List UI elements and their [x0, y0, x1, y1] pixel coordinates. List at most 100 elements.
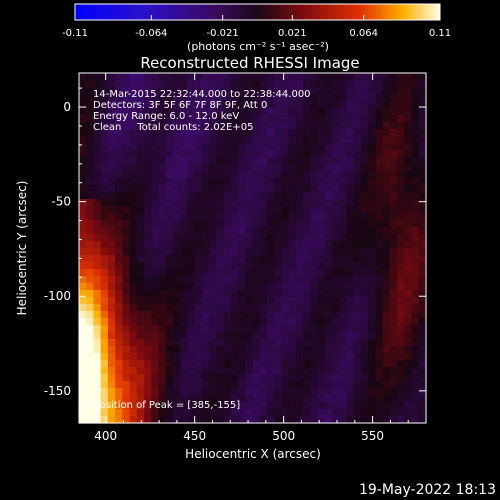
heatmap-cell — [324, 199, 333, 207]
x-axis-label: Heliocentric X (arcsec) — [185, 447, 321, 461]
heatmap-cell — [288, 171, 297, 179]
heatmap-cell — [274, 353, 283, 361]
heatmap-cell — [332, 262, 340, 270]
heatmap-cell — [404, 143, 413, 151]
heatmap-cell — [360, 416, 369, 424]
heatmap-cell — [310, 136, 319, 144]
heatmap-cell — [230, 108, 239, 116]
heatmap-cell — [180, 94, 189, 102]
heatmap-cell — [151, 199, 160, 207]
heatmap-cell — [245, 402, 254, 410]
heatmap-cell — [144, 360, 152, 368]
heatmap-cell — [151, 388, 160, 396]
heatmap-cell — [165, 227, 174, 235]
heatmap-cell — [245, 276, 254, 284]
heatmap-cell — [274, 409, 283, 417]
heatmap-cell — [368, 241, 376, 249]
heatmap-cell — [418, 395, 427, 403]
heatmap-cell — [303, 115, 311, 123]
heatmap-cell — [252, 136, 261, 144]
heatmap-cell — [122, 185, 131, 193]
heatmap-cell — [368, 192, 376, 200]
heatmap-cell — [259, 94, 268, 102]
heatmap-cell — [158, 360, 167, 368]
heatmap-cell — [93, 178, 102, 186]
heatmap-cell — [266, 360, 275, 368]
heatmap-cell — [382, 269, 391, 277]
heatmap-cell — [216, 101, 225, 109]
heatmap-cell — [266, 339, 275, 347]
heatmap-cell — [201, 318, 210, 326]
heatmap-cell — [281, 388, 290, 396]
heatmap-cell — [194, 199, 203, 207]
heatmap-cell — [259, 115, 268, 123]
heatmap-cell — [223, 199, 232, 207]
heatmap-cell — [201, 262, 210, 270]
heatmap-cell — [86, 367, 95, 375]
heatmap-cell — [144, 346, 152, 354]
heatmap-cell — [187, 101, 196, 109]
heatmap-cell — [281, 402, 290, 410]
heatmap-cell — [281, 150, 290, 158]
heatmap-cell — [223, 129, 232, 137]
heatmap-cell — [252, 150, 261, 158]
heatmap-cell — [223, 143, 232, 151]
heatmap-cell — [245, 73, 254, 81]
heatmap-cell — [115, 276, 123, 284]
heatmap-cell — [201, 206, 210, 214]
heatmap-cell — [165, 115, 174, 123]
heatmap-cell — [397, 241, 405, 249]
heatmap-cell — [353, 374, 362, 382]
heatmap-cell — [86, 402, 95, 410]
heatmap-cell — [281, 73, 290, 81]
heatmap-cell — [295, 297, 304, 305]
heatmap-cell — [418, 164, 427, 172]
heatmap-cell — [165, 241, 174, 249]
heatmap-cell — [353, 290, 362, 298]
heatmap-cell — [310, 185, 319, 193]
heatmap-cell — [165, 262, 174, 270]
heatmap-cell — [122, 269, 131, 277]
heatmap-cell — [317, 325, 326, 333]
heatmap-cell — [93, 255, 102, 263]
heatmap-cell — [389, 367, 398, 375]
heatmap-cell — [310, 80, 319, 88]
heatmap-cell — [107, 297, 116, 305]
heatmap-cell — [418, 136, 427, 144]
heatmap-cell — [339, 402, 348, 410]
heatmap-cell — [93, 157, 102, 165]
heatmap-cell — [310, 276, 319, 284]
heatmap-cell — [317, 318, 326, 326]
heatmap-cell — [310, 143, 319, 151]
heatmap-cell — [375, 234, 384, 242]
heatmap-cell — [216, 192, 225, 200]
heatmap-cell — [194, 339, 203, 347]
heatmap-cell — [252, 297, 261, 305]
heatmap-cell — [122, 213, 131, 221]
heatmap-cell — [172, 367, 181, 375]
heatmap-cell — [324, 367, 333, 375]
heatmap-cell — [397, 339, 405, 347]
heatmap-cell — [418, 241, 427, 249]
heatmap-cell — [223, 325, 232, 333]
heatmap-cell — [158, 220, 167, 228]
heatmap-cell — [122, 199, 131, 207]
heatmap-cell — [375, 248, 384, 256]
heatmap-cell — [172, 150, 181, 158]
heatmap-cell — [209, 206, 217, 214]
heatmap-cell — [86, 311, 95, 319]
heatmap-cell — [151, 276, 160, 284]
heatmap-cell — [389, 87, 398, 95]
heatmap-cell — [375, 311, 384, 319]
heatmap-cell — [360, 157, 369, 165]
heatmap-cell — [418, 122, 427, 130]
heatmap-cell — [151, 339, 160, 347]
heatmap-cell — [397, 290, 405, 298]
heatmap-cell — [368, 248, 376, 256]
heatmap-cell — [115, 332, 123, 340]
heatmap-cell — [129, 234, 138, 242]
heatmap-cell — [295, 164, 304, 172]
heatmap-cell — [266, 318, 275, 326]
heatmap-cell — [389, 94, 398, 102]
heatmap-cell — [223, 206, 232, 214]
